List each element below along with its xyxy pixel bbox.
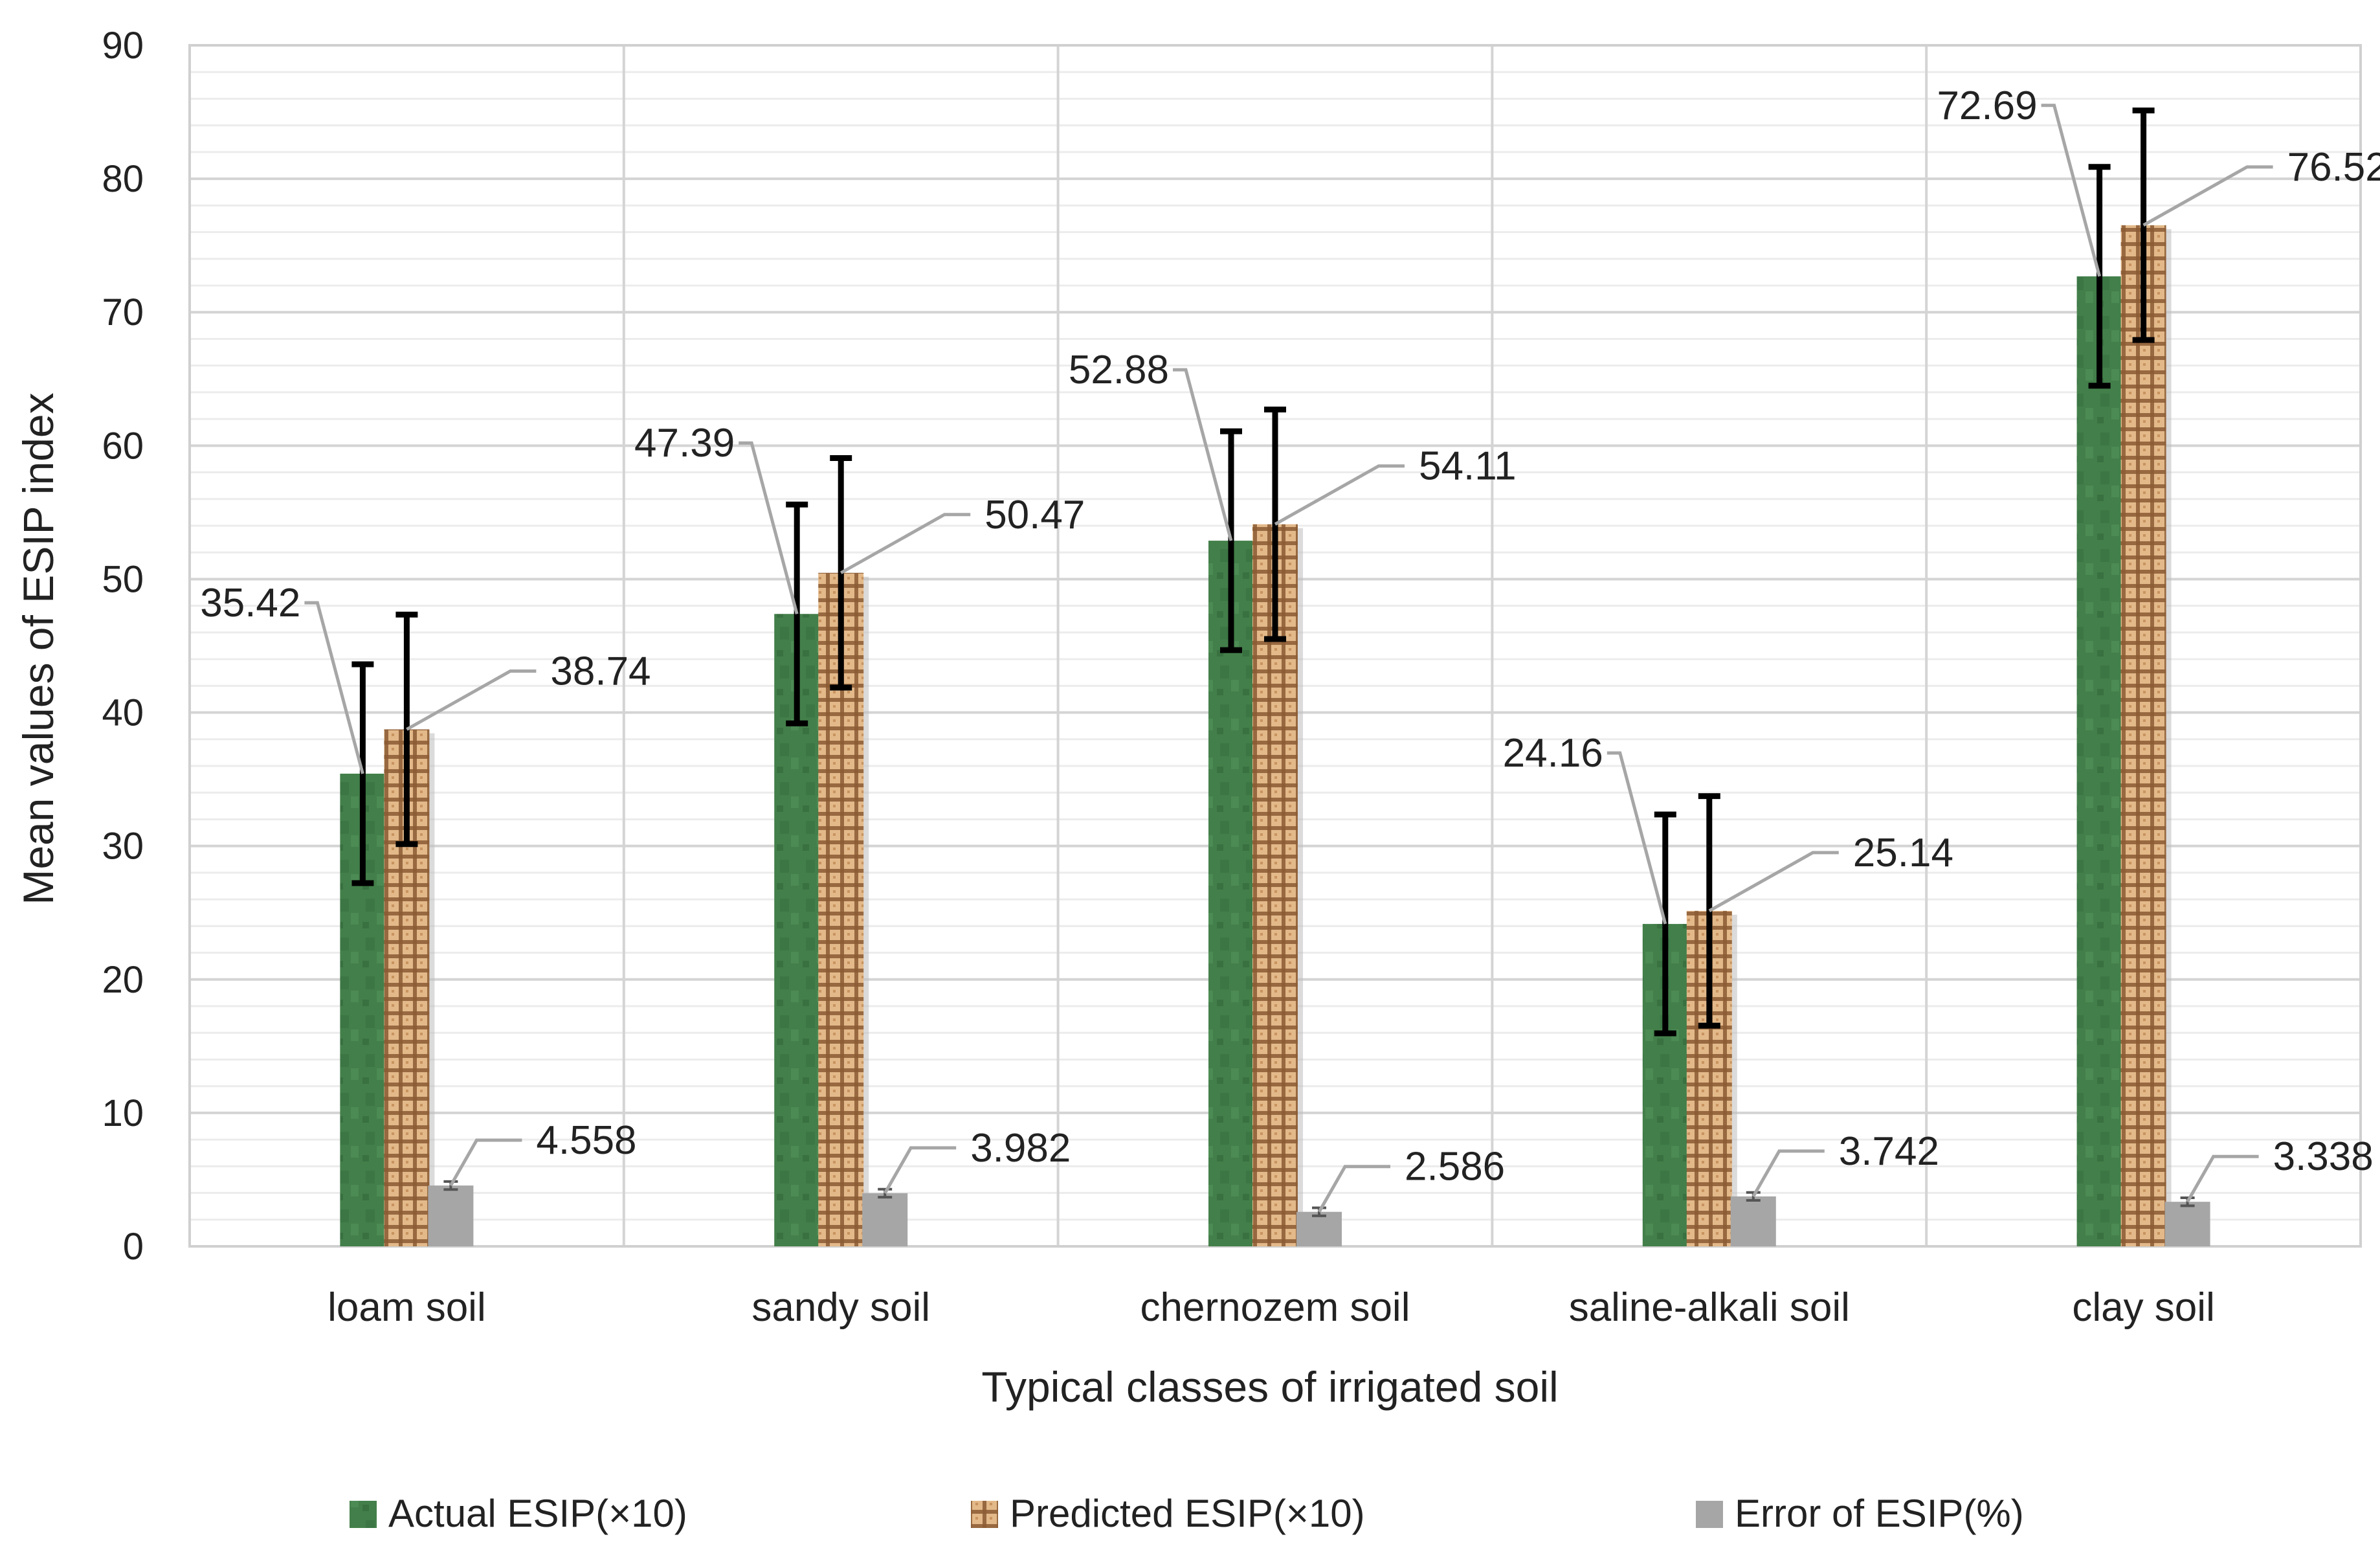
label-leader-line xyxy=(1274,464,1405,526)
label-leader-line xyxy=(884,1146,957,1195)
predicted-esip-bar xyxy=(1252,524,1298,1246)
predicted-esip-bar xyxy=(2120,225,2166,1246)
legend-swatch xyxy=(350,1501,377,1528)
y-tick-label: 40 xyxy=(102,692,144,734)
label-leader-line xyxy=(1708,851,1839,913)
error-esip-bar xyxy=(1730,1196,1776,1246)
label-leader-line xyxy=(1173,368,1233,541)
label-leader-line xyxy=(840,513,971,574)
y-axis-tick-labels: 0 10 20 30 40 50 60 70 80 90 xyxy=(102,25,144,1268)
y-tick-label: 20 xyxy=(102,959,144,1001)
x-category-label: sandy soil xyxy=(751,1285,930,1330)
data-label: 54.11 xyxy=(1419,444,1517,489)
label-leader-line xyxy=(739,441,799,614)
actual-esip-bar xyxy=(1208,541,1254,1246)
legend-label: Actual ESIP(×10) xyxy=(388,1492,687,1535)
label-leader-line xyxy=(1752,1149,1825,1198)
data-label: 3.338 xyxy=(2273,1134,2374,1179)
y-tick-label: 30 xyxy=(102,825,144,868)
x-category-label: clay soil xyxy=(2072,1285,2215,1330)
data-labels: 35.42 47.39 52.88 24.16 72.69 38.74 50.47 54.11… xyxy=(200,84,2380,1189)
label-leader-line xyxy=(2142,165,2273,227)
data-label: 3.982 xyxy=(970,1126,1071,1171)
label-leader-line xyxy=(1607,751,1667,925)
data-label: 52.88 xyxy=(1069,348,1169,392)
x-category-label: saline-alkali soil xyxy=(1569,1285,1850,1330)
label-leader-line xyxy=(406,669,537,731)
error-esip-bar xyxy=(428,1185,474,1246)
error-esip-bar xyxy=(1296,1211,1342,1246)
y-tick-label: 90 xyxy=(102,25,144,67)
error-esip-bar xyxy=(2164,1202,2210,1246)
actual-esip-bar xyxy=(2076,276,2122,1246)
legend: Actual ESIP(×10) Predicted ESIP(×10) Error… xyxy=(350,1492,2024,1535)
error-esip-bar xyxy=(862,1193,908,1246)
x-axis-category-labels: loam soil sandy soil chernozem soil saline-… xyxy=(328,1285,2215,1330)
data-label: 4.558 xyxy=(536,1118,636,1163)
y-tick-label: 80 xyxy=(102,158,144,200)
legend-swatch xyxy=(971,1501,998,1528)
data-label: 25.14 xyxy=(1853,831,1953,875)
data-label: 47.39 xyxy=(634,421,735,466)
data-label: 76.52 xyxy=(2287,145,2380,190)
data-label: 72.69 xyxy=(1937,84,2037,128)
label-leader-line xyxy=(1317,1165,1390,1213)
label-leader-line xyxy=(2186,1154,2259,1203)
y-tick-label: 50 xyxy=(102,558,144,600)
x-category-label: loam soil xyxy=(328,1285,486,1330)
data-label: 38.74 xyxy=(550,649,651,694)
bars xyxy=(340,225,2210,1246)
data-label: 35.42 xyxy=(200,581,300,625)
legend-label: Error of ESIP(%) xyxy=(1735,1492,2024,1535)
data-label: 24.16 xyxy=(1503,731,1603,776)
legend-swatch xyxy=(1696,1501,1723,1528)
y-tick-label: 0 xyxy=(123,1226,144,1268)
y-tick-label: 10 xyxy=(102,1092,144,1134)
x-axis-title: Typical classes of irrigated soil xyxy=(981,1363,1558,1411)
label-leader-line xyxy=(449,1138,522,1187)
label-leader-lines xyxy=(304,104,2273,1213)
data-label: 3.742 xyxy=(1839,1129,1939,1174)
y-axis-title: Mean values of ESIP index xyxy=(14,392,62,904)
x-category-label: chernozem soil xyxy=(1140,1285,1410,1330)
legend-label: Predicted ESIP(×10) xyxy=(1010,1492,1365,1535)
y-tick-label: 60 xyxy=(102,425,144,467)
data-label: 50.47 xyxy=(984,493,1085,537)
label-leader-line xyxy=(2041,104,2102,277)
data-label: 2.586 xyxy=(1405,1145,1505,1189)
y-tick-label: 70 xyxy=(102,291,144,333)
label-leader-line xyxy=(304,601,364,774)
